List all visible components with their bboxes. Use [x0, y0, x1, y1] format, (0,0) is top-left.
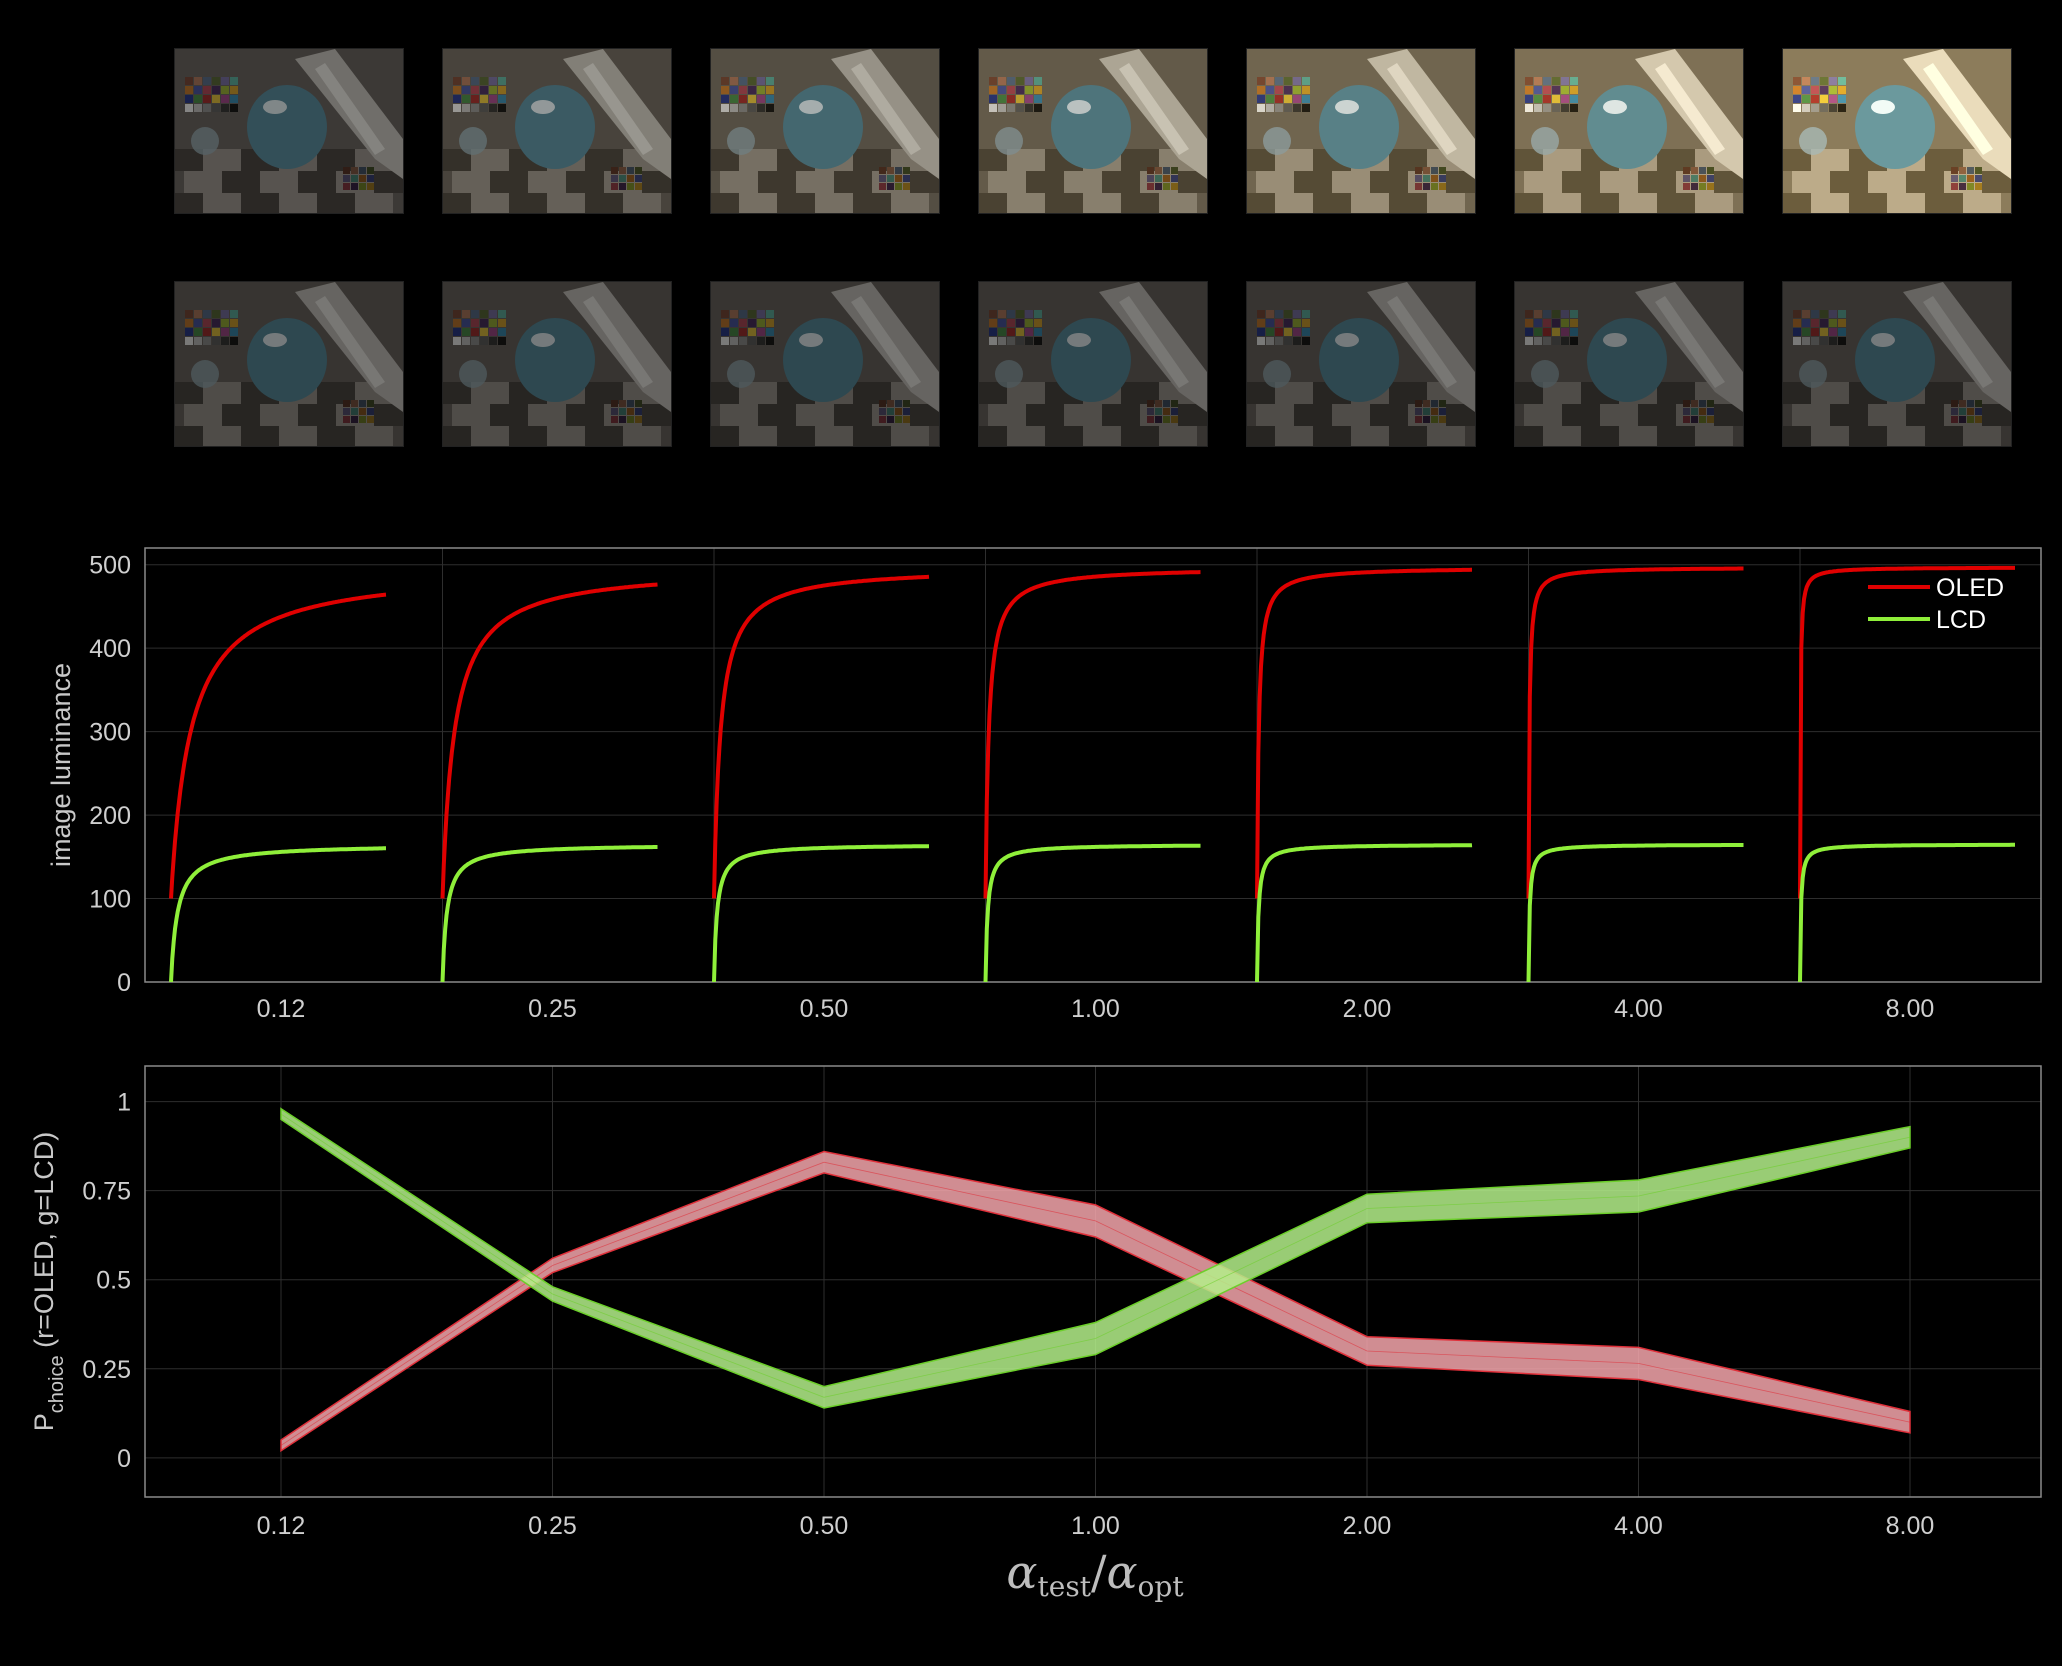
choice-y-tick-label: 0.5: [96, 1267, 131, 1295]
oled-luminance-curve-0.12: [169, 592, 387, 899]
choice-x-tick-label: 4.00: [1614, 1512, 1663, 1540]
thumbnail-oled-renderings-7: [1783, 49, 2011, 213]
thumbnail-oled-renderings-4: [979, 49, 1207, 213]
lcd-luminance-curve-8.00: [1798, 842, 2015, 983]
choice-chart-frame: [144, 1065, 2042, 1498]
luminance-x-tick-label: 2.00: [1343, 995, 1392, 1023]
x-axis-title-alpha-opt: α: [1106, 1545, 1137, 1599]
lcd-choice-band: [280, 1107, 1911, 1409]
thumbnail-oled-renderings-3: [711, 49, 939, 213]
thumbnail-oled-renderings-1: [175, 49, 403, 213]
oled-luminance-curve-0.50: [712, 574, 930, 899]
luminance-x-tick-label: 1.00: [1071, 995, 1120, 1023]
choice-x-tick-label: 0.25: [528, 1512, 577, 1540]
choice-x-tick-label: 0.12: [257, 1512, 306, 1540]
oled-luminance-curve-8.00: [1798, 565, 2015, 899]
thumbnail-oled-renderings-2: [443, 49, 671, 213]
luminance-x-tick-label: 0.50: [800, 995, 849, 1023]
choice-y-tick-label: 0.75: [82, 1178, 131, 1206]
lcd-luminance-curve-0.25: [440, 845, 658, 983]
x-axis-title-sub-opt: opt: [1138, 1570, 1185, 1603]
x-axis-title-alpha-test: α: [1006, 1545, 1037, 1599]
lcd-luminance-curve-0.12: [169, 846, 386, 983]
luminance-y-tick-label: 400: [89, 635, 131, 663]
luminance-x-tick-label: 8.00: [1886, 995, 1935, 1023]
x-axis-title: αtest/αopt: [1006, 1545, 1184, 1603]
luminance-y-tick-label: 0: [117, 969, 131, 997]
rendering-thumbnails: [0, 0, 2062, 480]
thumbnail-lcd-renderings-5: [1247, 282, 1475, 446]
legend-label-lcd: LCD: [1936, 606, 1986, 634]
oled-luminance-curve-1.00: [983, 570, 1201, 899]
thumbnail-lcd-renderings-4: [979, 282, 1207, 446]
thumbnail-lcd-renderings-2: [443, 282, 671, 446]
choice-x-tick-label: 2.00: [1343, 1512, 1392, 1540]
choice-x-tick-label: 8.00: [1886, 1512, 1935, 1540]
legend-label-oled: OLED: [1936, 574, 2004, 602]
oled-luminance-curve-4.00: [1526, 566, 1744, 899]
luminance-y-tick-label: 200: [89, 802, 131, 830]
luminance-y-tick-label: 300: [89, 719, 131, 747]
luminance-x-tick-label: 4.00: [1614, 995, 1663, 1023]
choice-y-axis-title: Pchoice (r=OLED, g=LCD): [29, 1132, 68, 1431]
choice-probability-chart: 0 0.25 0.5 0.75 1 0.12 0.25 0.50 1.00 2.00 4.00 8.0…: [29, 1065, 2042, 1540]
luminance-chart: 0 100 200 300 400 500 0.12 0.25 0.50 1.00 2.00 4.00…: [46, 547, 2042, 1023]
luminance-x-tick-label: 0.12: [257, 995, 306, 1023]
luminance-y-tick-label: 500: [89, 552, 131, 580]
oled-choice-band: [280, 1150, 1911, 1453]
oled-luminance-curve-0.25: [440, 582, 658, 899]
luminance-x-tick-label: 0.25: [528, 995, 577, 1023]
choice-y-tick-label: 1: [117, 1089, 131, 1117]
choice-y-tick-label: 0: [117, 1445, 131, 1473]
choice-y-tick-label: 0.25: [82, 1356, 131, 1384]
thumbnail-oled-renderings-5: [1247, 49, 1475, 213]
thumbnail-lcd-renderings-6: [1515, 282, 1743, 446]
luminance-y-tick-label: 100: [89, 886, 131, 914]
lcd-luminance-curve-4.00: [1526, 843, 1744, 983]
lcd-luminance-curve-0.50: [712, 844, 929, 983]
thumbnail-lcd-renderings-1: [175, 282, 403, 446]
oled-choice-mean-line: [280, 1161, 1911, 1446]
thumbnail-oled-renderings-6: [1515, 49, 1743, 213]
x-axis-title-sub-test: test: [1038, 1570, 1092, 1603]
x-axis-title-slash: /: [1091, 1545, 1107, 1599]
oled-luminance-curve-2.00: [1255, 567, 1472, 899]
choice-x-tick-label: 1.00: [1071, 1512, 1120, 1540]
lcd-choice-mean-line: [280, 1113, 1911, 1398]
svg-text:αtest/αopt: αtest/αopt: [1006, 1545, 1184, 1603]
lcd-luminance-curve-1.00: [983, 843, 1201, 983]
thumbnail-lcd-renderings-3: [711, 282, 939, 446]
luminance-chart-frame: [144, 547, 2042, 983]
lcd-luminance-curve-2.00: [1255, 843, 1473, 983]
choice-x-tick-label: 0.50: [800, 1512, 849, 1540]
luminance-y-axis-title: image luminance: [46, 663, 76, 867]
thumbnail-lcd-renderings-7: [1783, 282, 2011, 446]
